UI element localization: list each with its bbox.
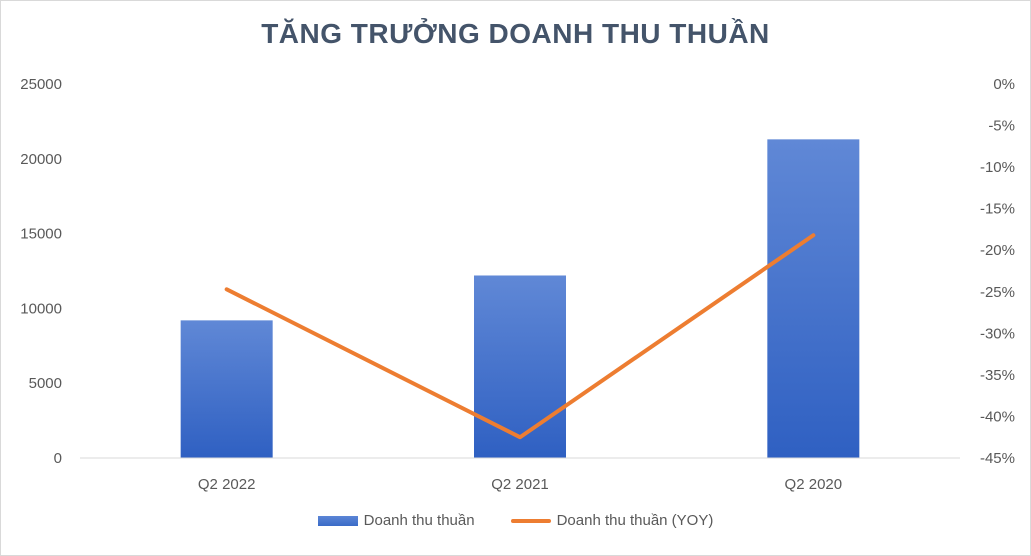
y-right-tick-label: -25% [980, 284, 1015, 301]
y-right-tick-label: -35% [980, 367, 1015, 384]
legend-label-yoy: Doanh thu thuần (YOY) [556, 512, 714, 529]
bar-2 [474, 275, 566, 458]
y-right-tick-label: -40% [980, 408, 1015, 425]
y-right-tick-label: -5% [988, 118, 1015, 135]
legend: Doanh thu thuần Doanh thu thuần (YOY) [0, 512, 1031, 529]
bar-1 [180, 320, 273, 458]
bar-3 [767, 139, 860, 459]
legend-label-revenue: Doanh thu thuần [363, 512, 475, 529]
yoy-point-1 [226, 288, 228, 290]
y-right-tick-label: 0% [993, 76, 1015, 93]
x-category-label: Q2 2021 [491, 476, 549, 493]
yoy-point-3 [812, 234, 814, 236]
y-right-tick-label: -20% [980, 242, 1015, 259]
legend-item-revenue: Doanh thu thuần [317, 512, 475, 529]
y-left-tick-label: 25000 [20, 76, 62, 93]
x-category-label: Q2 2020 [785, 476, 843, 493]
y-right-tick-label: -45% [980, 450, 1015, 467]
yoy-point-2 [519, 436, 521, 438]
chart-title: TĂNG TRƯỞNG DOANH THU THUẦN [261, 18, 770, 49]
y-right-tick-label: -10% [980, 159, 1015, 176]
y-left-tick-label: 20000 [20, 151, 62, 168]
y-right-tick-label: -30% [980, 325, 1015, 342]
y-left-tick-label: 15000 [20, 226, 62, 243]
legend-item-yoy: Doanh thu thuần (YOY) [510, 512, 714, 529]
y-right-tick-label: -15% [980, 201, 1015, 218]
y-left-tick-label: 5000 [29, 375, 62, 392]
legend-bar-swatch [317, 515, 358, 526]
y-left-tick-label: 0 [54, 450, 62, 467]
y-left-tick-label: 10000 [20, 300, 62, 317]
legend-line-swatch [510, 518, 551, 523]
x-category-label: Q2 2022 [198, 476, 256, 493]
